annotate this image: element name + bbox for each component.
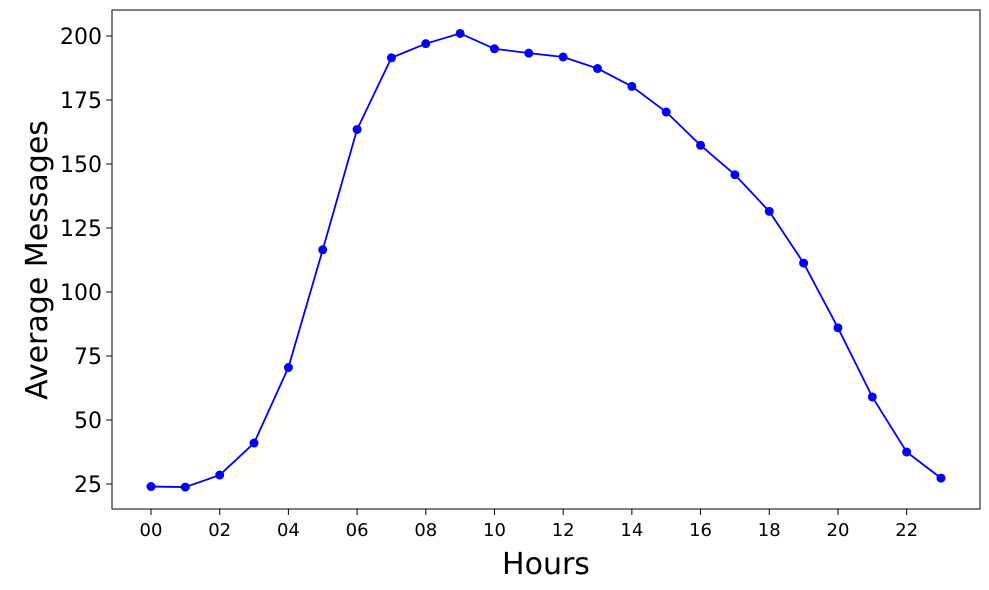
x-tick-label: 12 bbox=[552, 520, 575, 541]
data-point bbox=[902, 447, 912, 457]
x-tick-label: 18 bbox=[758, 520, 781, 541]
plot-area bbox=[111, 9, 981, 510]
data-point bbox=[799, 258, 809, 268]
y-tick-label: 75 bbox=[74, 345, 102, 370]
series-line bbox=[150, 32, 942, 488]
data-point bbox=[867, 392, 877, 402]
y-tick-label: 50 bbox=[74, 409, 102, 434]
data-point bbox=[421, 39, 431, 49]
data-point bbox=[764, 206, 774, 216]
y-tick-label: 25 bbox=[74, 473, 102, 498]
data-point bbox=[524, 48, 534, 58]
y-tick-label: 200 bbox=[60, 25, 102, 50]
data-point bbox=[936, 473, 946, 483]
x-tick-label: 22 bbox=[895, 520, 918, 541]
data-point bbox=[696, 140, 706, 150]
x-axis: 00 02 04 06 08 10 12 14 16 18 20 22 bbox=[140, 509, 918, 541]
y-axis: 25 50 75 100 125 150 175 200 bbox=[60, 25, 112, 498]
y-axis-label: Average Messages bbox=[20, 120, 55, 400]
data-point bbox=[318, 245, 328, 255]
data-point bbox=[558, 52, 568, 62]
data-point bbox=[627, 81, 637, 91]
data-point bbox=[352, 124, 362, 134]
data-point bbox=[593, 64, 603, 74]
y-tick-label: 100 bbox=[60, 281, 102, 306]
data-point bbox=[489, 44, 499, 54]
data-point bbox=[146, 482, 156, 492]
data-point bbox=[833, 323, 843, 333]
data-point bbox=[386, 53, 396, 63]
x-tick-label: 20 bbox=[827, 520, 850, 541]
x-tick-label: 00 bbox=[140, 520, 163, 541]
data-point bbox=[455, 28, 465, 38]
x-tick-label: 14 bbox=[620, 520, 643, 541]
y-tick-label: 125 bbox=[60, 217, 102, 242]
x-axis-label: Hours bbox=[502, 547, 590, 582]
data-point bbox=[283, 363, 293, 373]
y-tick-label: 175 bbox=[60, 89, 102, 114]
data-point bbox=[661, 107, 671, 117]
x-tick-label: 04 bbox=[277, 520, 300, 541]
series-points bbox=[146, 28, 946, 492]
data-point bbox=[180, 482, 190, 492]
y-tick-label: 150 bbox=[60, 153, 102, 178]
x-tick-label: 06 bbox=[346, 520, 369, 541]
x-tick-label: 16 bbox=[689, 520, 712, 541]
data-point bbox=[215, 470, 225, 480]
data-point bbox=[730, 170, 740, 180]
x-tick-label: 10 bbox=[483, 520, 506, 541]
x-tick-label: 02 bbox=[208, 520, 231, 541]
x-tick-label: 08 bbox=[414, 520, 437, 541]
data-point bbox=[249, 438, 259, 448]
